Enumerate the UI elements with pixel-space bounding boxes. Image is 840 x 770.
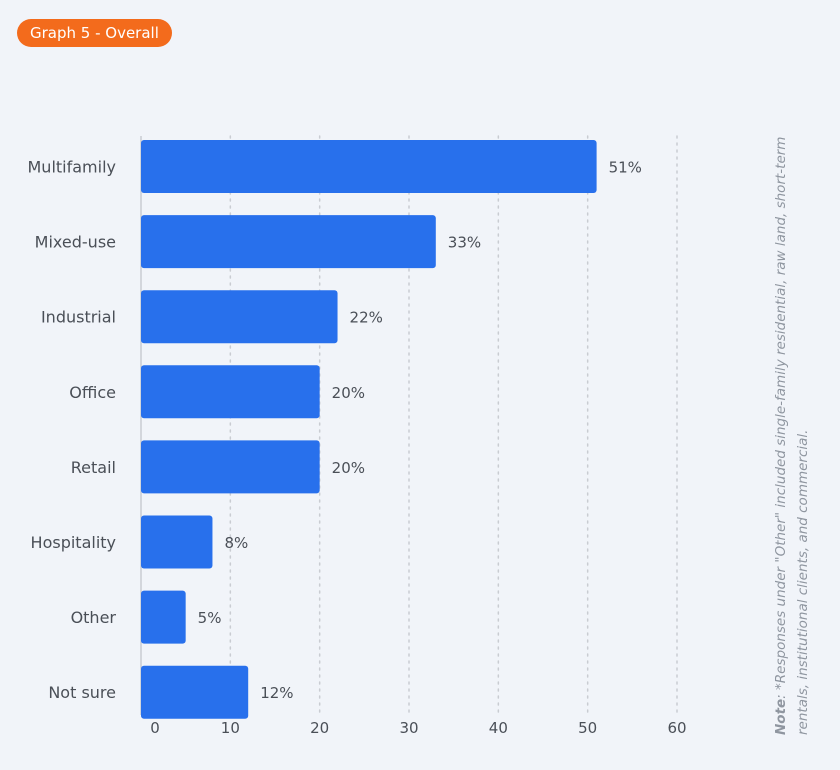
x-tick-label: 50 — [578, 719, 597, 737]
category-label: Office — [69, 383, 116, 402]
value-label: 33% — [448, 234, 481, 252]
x-tick-label: 30 — [399, 719, 418, 737]
x-tick-label: 40 — [489, 719, 508, 737]
value-label: 5% — [198, 609, 222, 627]
bar-office — [141, 365, 320, 419]
graph-title-badge: Graph 5 - Overall — [17, 19, 172, 47]
bar-industrial — [141, 290, 338, 344]
bar-retail — [141, 440, 320, 494]
footnote: Note: *Responses under "Other" included … — [770, 95, 814, 735]
category-label: Retail — [71, 458, 116, 477]
x-tick-label: 20 — [310, 719, 329, 737]
bar-not-sure — [141, 665, 249, 719]
category-label: Hospitality — [31, 533, 116, 552]
value-label: 22% — [350, 309, 383, 327]
x-tick-label: 0 — [150, 719, 160, 737]
bar-mixed-use — [141, 215, 436, 269]
x-tick-label: 10 — [221, 719, 240, 737]
bar-other — [141, 590, 186, 644]
bar-multifamily — [141, 140, 597, 193]
value-label: 8% — [224, 534, 248, 552]
x-tick-label: 60 — [667, 719, 686, 737]
category-label: Mixed-use — [35, 233, 116, 252]
category-label: Other — [71, 608, 117, 627]
category-label: Not sure — [48, 683, 116, 702]
value-label: 20% — [332, 459, 365, 477]
value-label: 51% — [609, 159, 642, 177]
category-label: Multifamily — [28, 158, 117, 177]
footnote-label: Note — [773, 698, 789, 735]
value-label: 12% — [260, 684, 293, 702]
category-label: Industrial — [41, 308, 116, 327]
value-label: 20% — [332, 384, 365, 402]
footnote-text: : *Responses under "Other" included sing… — [773, 136, 811, 735]
bar-hospitality — [141, 515, 213, 569]
